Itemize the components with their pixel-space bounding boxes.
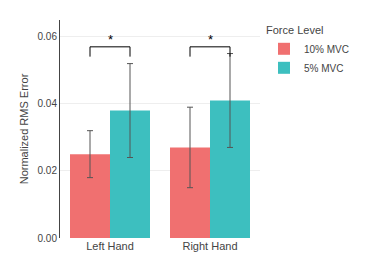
svg-text:*: * <box>208 32 213 47</box>
svg-text:Left Hand: Left Hand <box>86 240 134 252</box>
svg-text:0.04: 0.04 <box>38 98 58 109</box>
svg-text:0.00: 0.00 <box>38 233 58 244</box>
svg-text:Normalized RMS Error: Normalized RMS Error <box>18 73 30 184</box>
svg-text:Force Level: Force Level <box>266 24 323 36</box>
svg-text:0.06: 0.06 <box>38 31 58 42</box>
svg-text:Right Hand: Right Hand <box>182 240 237 252</box>
svg-text:0.02: 0.02 <box>38 165 58 176</box>
svg-text:5% MVC: 5% MVC <box>304 63 343 74</box>
svg-text:*: * <box>108 32 113 47</box>
svg-text:10% MVC: 10% MVC <box>304 44 349 55</box>
